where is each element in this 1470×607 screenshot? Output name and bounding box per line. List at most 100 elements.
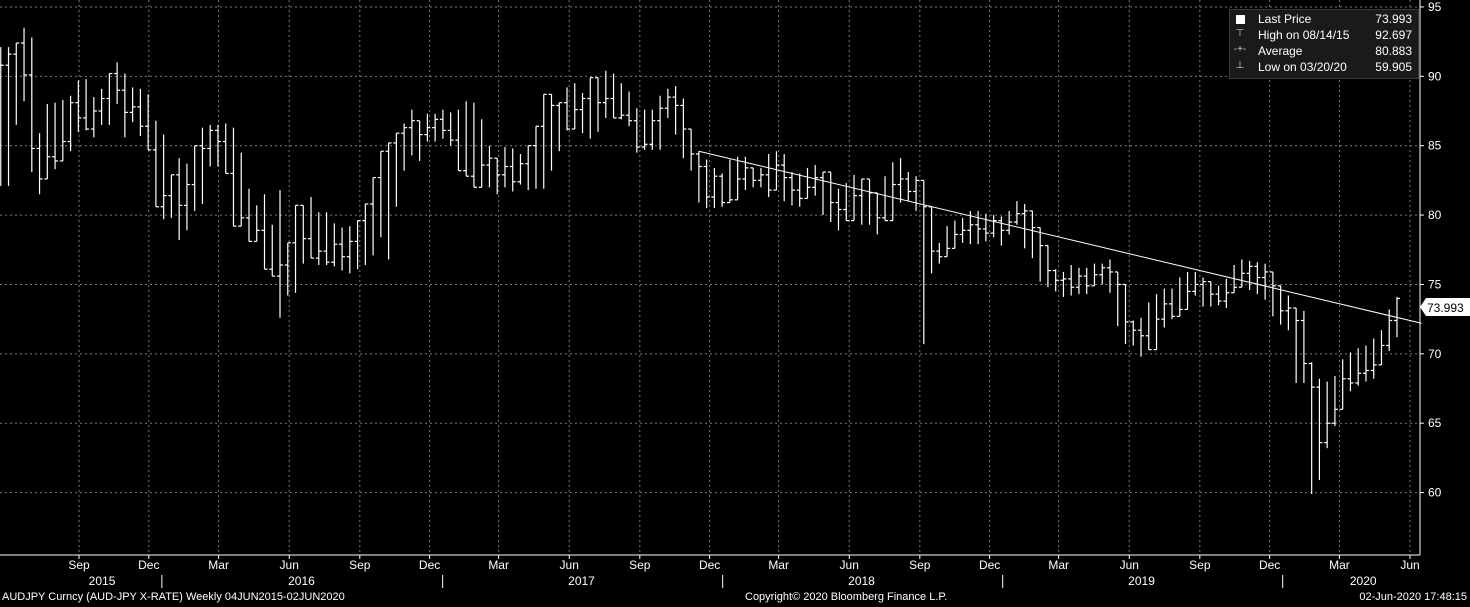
ohlc-bar <box>703 159 710 209</box>
ohlc-bar <box>129 87 136 123</box>
ohlc-bar <box>719 173 726 207</box>
ohlc-bar <box>1269 271 1276 317</box>
low-marker-icon: ⊥ <box>1235 60 1245 71</box>
x-year-label: 2016 <box>288 574 315 588</box>
ohlc-bar <box>160 134 167 220</box>
ohlc-bar <box>370 177 377 256</box>
ohlc-bar <box>509 148 516 192</box>
ohlc-bar <box>1153 294 1160 351</box>
last-price-tag: 73.993 <box>1420 298 1470 316</box>
ohlc-bar <box>292 204 299 293</box>
ohlc-bar <box>688 128 695 171</box>
ohlc-bar <box>1169 288 1176 320</box>
ohlc-bar <box>277 190 284 318</box>
x-month-label: Mar <box>208 558 229 572</box>
legend-last-price-value: 73.993 <box>1375 12 1412 26</box>
x-month-label: Jun <box>840 558 859 572</box>
ohlc-bar <box>1285 295 1292 331</box>
ohlc-bar <box>1355 348 1362 386</box>
y-tick-label: 60 <box>1428 486 1442 500</box>
ohlc-bar <box>664 88 671 118</box>
ohlc-bar <box>269 224 276 277</box>
ohlc-bar <box>1207 281 1214 307</box>
ohlc-bar <box>540 93 547 189</box>
ohlc-bar <box>393 132 400 207</box>
ohlc-bar <box>323 212 330 266</box>
ohlc-bar <box>1083 267 1090 295</box>
ohlc-bar <box>641 109 648 150</box>
x-month-label: Mar <box>1329 558 1350 572</box>
ohlc-bar <box>928 206 935 274</box>
ohlc-bar <box>750 167 757 188</box>
ohlc-bar <box>385 142 392 260</box>
legend-high: ⊤ High on 08/14/15 92.697 <box>1230 28 1418 44</box>
legend-low-label: Low on 03/20/20 <box>1258 60 1347 74</box>
ohlc-bar <box>1044 244 1051 288</box>
ohlc-bar <box>106 72 113 125</box>
ohlc-bar <box>137 88 144 136</box>
ohlc-bar <box>595 77 602 132</box>
x-year-label: 2017 <box>568 574 595 588</box>
x-month-label: Mar <box>768 558 789 572</box>
ohlc-bar <box>339 227 346 271</box>
ohlc-bar <box>897 158 904 203</box>
x-month-label: Sep <box>1189 558 1211 572</box>
legend-last-price: Last Price 73.993 <box>1230 12 1418 28</box>
ohlc-bar <box>261 194 268 270</box>
ohlc-bar <box>401 123 408 171</box>
ohlc-bar <box>1122 283 1129 345</box>
ohlc-bar <box>90 97 97 138</box>
ohlc-bar <box>377 150 384 238</box>
ohlc-bar <box>579 92 586 134</box>
ohlc-bar <box>478 119 485 188</box>
x-year-label: 2020 <box>1350 574 1377 588</box>
ohlc-bar <box>13 42 20 125</box>
ohlc-bar <box>1223 278 1230 309</box>
ohlc-bar <box>1200 277 1207 307</box>
ohlc-bar <box>1347 352 1354 392</box>
ohlc-bar <box>1099 263 1106 285</box>
legend-average-label: Average <box>1258 44 1303 58</box>
y-tick-label: 80 <box>1428 208 1442 222</box>
ohlc-bar <box>959 217 966 243</box>
ohlc-bar <box>59 99 66 162</box>
ohlc-bar <box>695 151 702 203</box>
ohlc-bar <box>1386 309 1393 352</box>
legend-high-value: 92.697 <box>1375 28 1412 42</box>
ohlc-bar <box>1370 338 1377 379</box>
ohlc-bar <box>447 112 454 146</box>
ohlc-bar <box>1037 226 1044 282</box>
ohlc-bar <box>1052 269 1059 292</box>
ohlc-bar <box>882 176 889 222</box>
ohlc-bar <box>889 162 896 222</box>
ohlc-bar <box>284 242 291 296</box>
ohlc-bar <box>152 120 159 208</box>
x-month-label: Jun <box>560 558 579 572</box>
ohlc-bar <box>858 178 865 225</box>
ohlc-bar <box>626 91 633 127</box>
ohlc-bar <box>191 145 198 211</box>
price-chart: 60 65 70 75 80 85 90 95 Sep Dec Mar Jun Sep Dec Mar Jun… <box>0 0 1470 588</box>
y-tick-label: 95 <box>1428 0 1442 14</box>
ohlc-bar <box>913 176 920 211</box>
legend-last-price-label: Last Price <box>1258 12 1312 26</box>
ohlc-bar <box>672 86 679 135</box>
ohlc-bar <box>905 172 912 202</box>
ohlc-bar <box>455 109 462 172</box>
ohlc-bar <box>532 125 539 189</box>
ohlc-bar <box>1060 271 1067 297</box>
ohlc-bar <box>230 127 237 227</box>
ohlc-bar <box>835 188 842 231</box>
legend: Last Price 73.993 ⊤ High on 08/14/15 92.… <box>1229 9 1419 79</box>
x-month-label: Dec <box>138 558 159 572</box>
ohlc-bar <box>1114 271 1121 327</box>
ohlc-bar <box>245 188 252 243</box>
ohlc-bar <box>238 152 245 227</box>
ohlc-bar <box>114 62 121 105</box>
ohlc-bar <box>300 204 307 264</box>
ohlc-bar <box>765 154 772 198</box>
axes: 60 65 70 75 80 85 90 95 Sep Dec Mar Jun Sep Dec Mar Jun… <box>0 0 1442 588</box>
ohlc-bar <box>548 93 555 171</box>
ohlc-bar <box>67 95 74 152</box>
ohlc-bar <box>1192 271 1199 296</box>
